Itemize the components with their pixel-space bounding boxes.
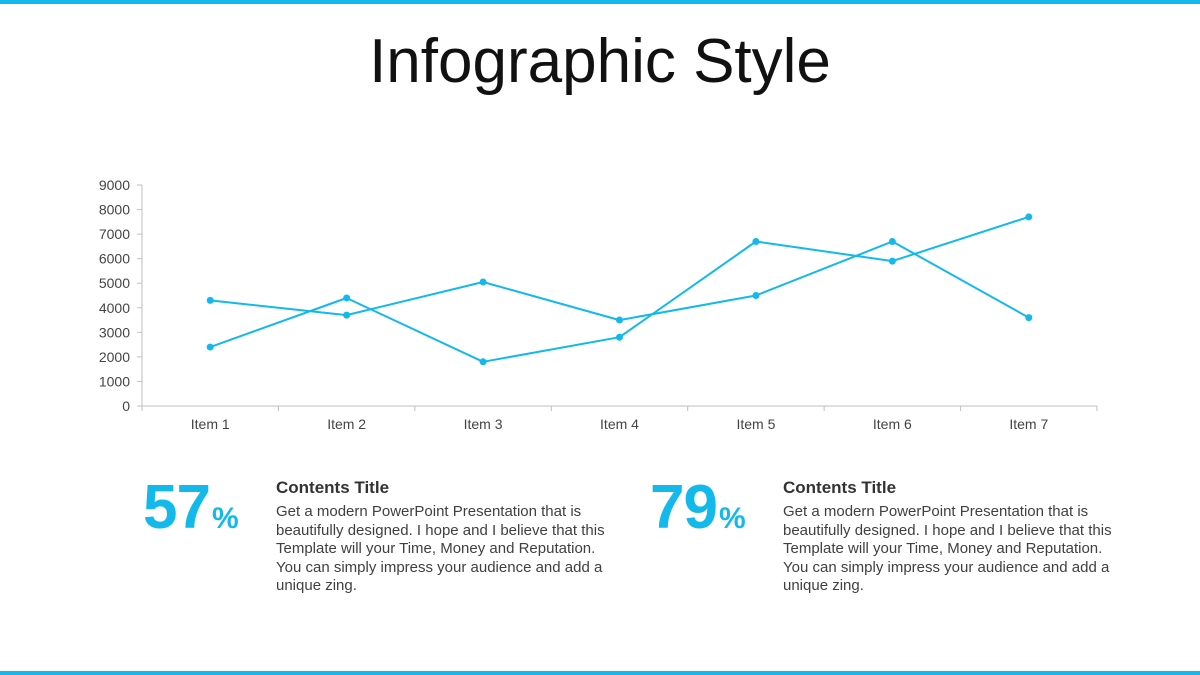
x-tick-label: Item 4 [600,416,639,432]
content-block-2: Contents Title Get a modern PowerPoint P… [783,478,1113,596]
x-tick-label: Item 2 [327,416,366,432]
y-tick-label: 6000 [99,251,130,267]
x-tick-label: Item 7 [1009,416,1048,432]
stat-1: 57% [143,472,239,543]
stat-1-value: 57 [143,473,211,542]
y-tick-label: 8000 [99,202,130,218]
series-1-point [752,292,760,299]
line-chart: 0 1000 2000 3000 4000 5000 6000 7000 8000 9000 Ite… [99,177,1098,432]
stat-2: 79% [650,472,746,543]
top-accent-bar [0,0,1200,4]
series-2-point [888,257,896,265]
content-block-2-title: Contents Title [783,478,897,497]
y-tick-label: 1000 [99,373,130,389]
series-1-point [206,296,214,304]
stat-2-unit: % [718,502,746,535]
y-tick-label: 3000 [99,324,130,340]
x-tick-label: Item 6 [873,416,912,432]
stat-1-unit: % [211,502,239,535]
series-1-point [343,311,351,319]
series-1-point [479,278,487,286]
content-block-1-title: Contents Title [276,478,390,497]
series-2-point [206,343,214,351]
y-tick-label: 4000 [99,300,130,316]
y-tick-label: 5000 [99,275,130,291]
series-2-point [616,333,623,341]
stat-2-value: 79 [650,473,718,542]
x-tick-label: Item 1 [191,416,230,432]
content-block-1: Contents Title Get a modern PowerPoint P… [276,478,606,596]
slide-title: Infographic Style [369,27,831,96]
content-block-2-body: Get a modern PowerPoint Presentation tha… [783,503,1112,594]
series-1-line [210,240,1030,322]
y-tick-label: 2000 [99,349,130,365]
series-1-point [888,237,896,245]
x-tick-label: Item 5 [736,416,775,432]
series-2-point [479,358,487,366]
series-1-point [1025,314,1033,322]
series-2-point [752,237,760,245]
y-tick-label: 9000 [99,177,130,193]
y-tick-label: 7000 [99,226,130,242]
series-2-point [343,294,351,302]
series-2-point [1025,213,1033,221]
content-block-1-body: Get a modern PowerPoint Presentation tha… [276,503,605,594]
x-tick-label: Item 3 [464,416,503,432]
series-1-point [616,316,623,324]
y-tick-label: 0 [122,398,130,414]
bottom-accent-bar [0,671,1200,675]
